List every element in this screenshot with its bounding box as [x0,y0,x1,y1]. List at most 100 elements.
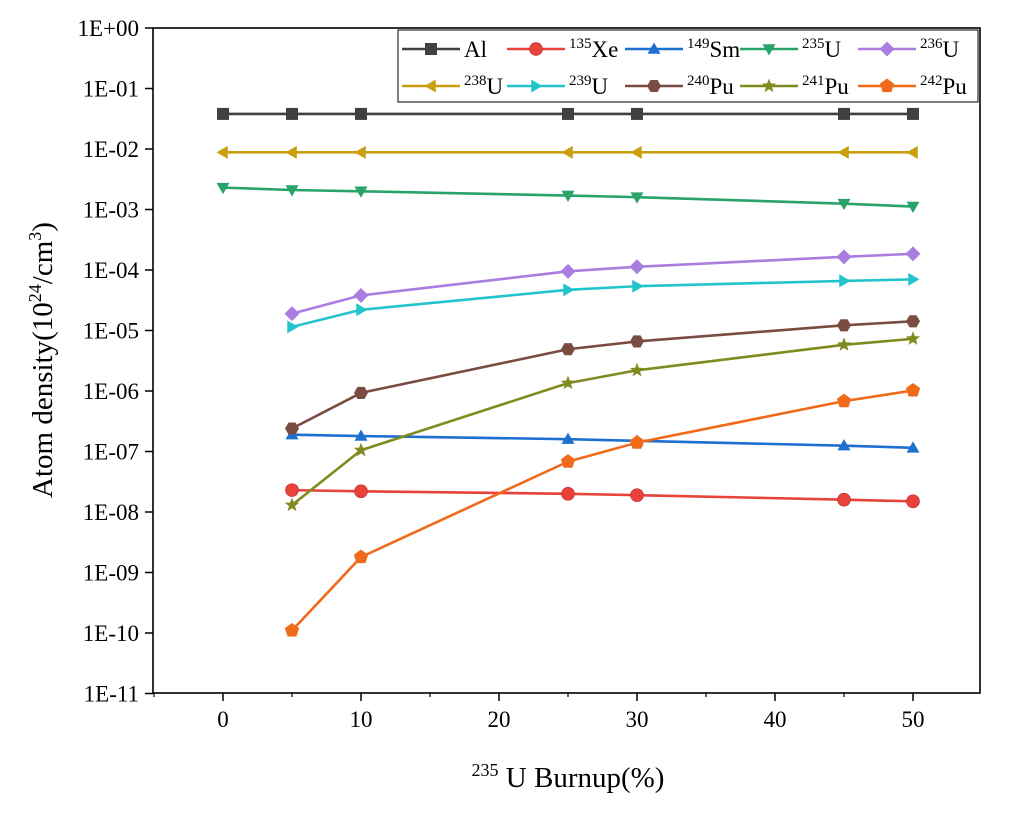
plot-frame [152,27,981,694]
x-tick-label: 0 [217,707,229,732]
series-line-135Xe [291,488,914,503]
data-point-239U [908,272,920,286]
data-point-238U [561,145,573,159]
legend-label-236U: 236U [920,36,960,62]
data-point-238U [285,145,297,159]
legend-marker-240Pu [647,79,661,93]
data-point-239U [839,274,851,288]
data-point-149Sm [561,432,575,444]
y-tick-label: 1E-10 [83,621,139,646]
data-point-240Pu [561,343,575,356]
legend-label-sup: 235 [802,36,825,52]
legend-label-sup: 241 [802,73,825,89]
legend-label-sup: 240 [687,73,710,89]
data-point-Al [631,107,643,120]
legend-marker-236U [879,41,895,57]
legend-label-text: U [592,74,609,99]
y-tick-label: 1E-05 [83,319,139,344]
data-point-235U [906,201,920,214]
y-tick-label: 1E-09 [83,561,139,586]
data-point-241Pu [629,362,645,377]
y-axis-title-main: Atom density(10 [27,302,59,498]
series-line-240Pu [291,319,914,430]
series-line-242Pu [291,389,914,632]
data-point-238U [216,145,228,159]
x-tick-label: 30 [626,707,649,732]
legend-label-241Pu: 241Pu [802,73,849,99]
data-point-149Sm [837,439,851,451]
data-point-236U [905,246,921,262]
data-point-239U [632,279,644,293]
legend-marker-241Pu [761,78,777,93]
data-point-149Sm [906,441,920,453]
data-point-Al [217,107,229,120]
x-axis-title-text: U Burnup(%) [506,762,665,794]
data-point-236U [353,287,369,303]
legend-marker-149Sm [647,42,661,54]
data-point-236U [629,259,645,275]
data-point-240Pu [837,319,851,332]
series-line-241Pu [291,337,914,507]
data-point-135Xe [837,492,851,507]
data-point-238U [837,145,849,159]
data-point-239U [356,303,368,317]
x-tick-label: 40 [764,707,787,732]
legend-label-sup: 239 [569,73,592,89]
data-point-135Xe [906,494,920,509]
legend-box [397,29,979,103]
legend-label-text: Xe [592,37,619,62]
y-axis-title: Atom density(1024/cm3) [25,222,59,498]
y-tick-label: 1E-04 [83,258,140,283]
legend-marker-238U [424,79,436,93]
data-point-241Pu [836,337,852,351]
series-line-239U [291,278,914,329]
data-point-135Xe [285,483,299,497]
data-point-240Pu [354,386,368,399]
legend-label-text: Al [464,37,487,62]
legend-marker-235U [762,44,776,56]
data-point-135Xe [630,488,644,502]
series-line-149Sm [291,433,914,450]
legend-label-text: U [487,74,504,99]
data-point-235U [630,192,644,204]
data-point-242Pu [353,549,369,564]
legend-label-text: Sm [710,37,741,62]
legend-marker-135Xe [529,42,543,56]
legend-label-sup: 238 [464,73,487,89]
data-point-242Pu [284,623,300,637]
legend-label-sup: 242 [920,73,943,89]
y-tick-label: 1E+00 [77,16,139,41]
legend-marker-242Pu [879,78,895,93]
data-point-Al [355,107,367,120]
legend-label-sup: 149 [687,36,710,52]
series-line-236U [291,252,914,315]
data-point-241Pu [353,442,369,457]
data-point-Al [562,107,574,120]
legend-label-text: Pu [943,74,968,99]
data-point-149Sm [354,429,368,441]
legend-marker-Al [425,43,437,55]
legend-label-135Xe: 135Xe [569,36,618,62]
data-point-238U [906,145,918,159]
data-point-239U [287,320,299,334]
y-tick-label: 1E-06 [83,379,139,404]
y-axis-title-sup1: 24 [25,284,45,302]
x-tick-label: 50 [902,707,925,732]
y-tick-label: 1E-08 [83,500,139,525]
legend-label-242Pu: 242Pu [920,73,967,99]
data-point-238U [354,145,366,159]
data-point-235U [837,198,851,211]
data-point-242Pu [629,435,645,449]
data-point-235U [354,186,368,198]
legend-label-sup: 236 [920,36,943,52]
data-point-Al [907,107,919,120]
legend-marker-239U [531,79,543,93]
x-tick-label: 10 [350,707,373,732]
y-tick-label: 1E-03 [83,198,139,223]
y-tick-label: 1E-11 [84,682,139,707]
data-point-236U [836,249,852,265]
data-point-241Pu [560,375,576,390]
data-point-240Pu [906,315,920,328]
